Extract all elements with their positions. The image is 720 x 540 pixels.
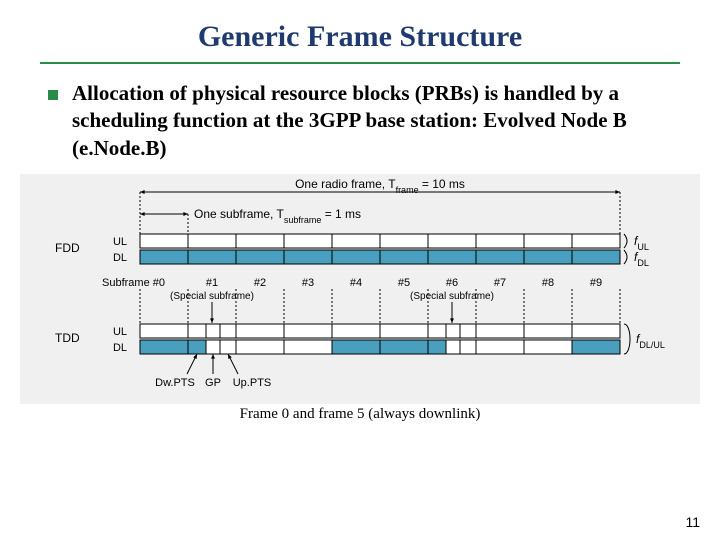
svg-text:(Special subframe): (Special subframe) xyxy=(170,291,254,302)
svg-text:Up.PTS: Up.PTS xyxy=(233,377,272,389)
bullet-item: Allocation of physical resource blocks (… xyxy=(48,80,672,162)
svg-text:UL: UL xyxy=(113,326,127,338)
svg-text:#6: #6 xyxy=(446,277,458,289)
svg-text:FDD: FDD xyxy=(55,241,80,255)
svg-text:Dw.PTS: Dw.PTS xyxy=(155,377,195,389)
frame-structure-diagram: One radio frame, Tframe = 10 msOne subfr… xyxy=(20,174,700,423)
svg-text:#3: #3 xyxy=(302,277,314,289)
svg-text:#7: #7 xyxy=(494,277,506,289)
svg-text:DL: DL xyxy=(113,252,127,264)
svg-text:UL: UL xyxy=(113,236,127,248)
page-number: 11 xyxy=(685,514,700,530)
figure-caption: Frame 0 and frame 5 (always downlink) xyxy=(20,406,700,423)
svg-text:Subframe #0: Subframe #0 xyxy=(102,277,165,289)
svg-text:#1: #1 xyxy=(206,277,218,289)
svg-text:#5: #5 xyxy=(398,277,410,289)
slide-title: Generic Frame Structure xyxy=(0,0,720,62)
svg-text:#9: #9 xyxy=(590,277,602,289)
svg-text:#2: #2 xyxy=(254,277,266,289)
svg-text:DL: DL xyxy=(113,342,127,354)
bullet-square-icon xyxy=(48,90,58,100)
svg-text:GP: GP xyxy=(205,377,221,389)
svg-text:TDD: TDD xyxy=(55,331,80,345)
svg-text:#8: #8 xyxy=(542,277,554,289)
svg-text:#4: #4 xyxy=(350,277,362,289)
bullet-text: Allocation of physical resource blocks (… xyxy=(72,80,672,162)
svg-text:(Special subframe): (Special subframe) xyxy=(410,291,494,302)
